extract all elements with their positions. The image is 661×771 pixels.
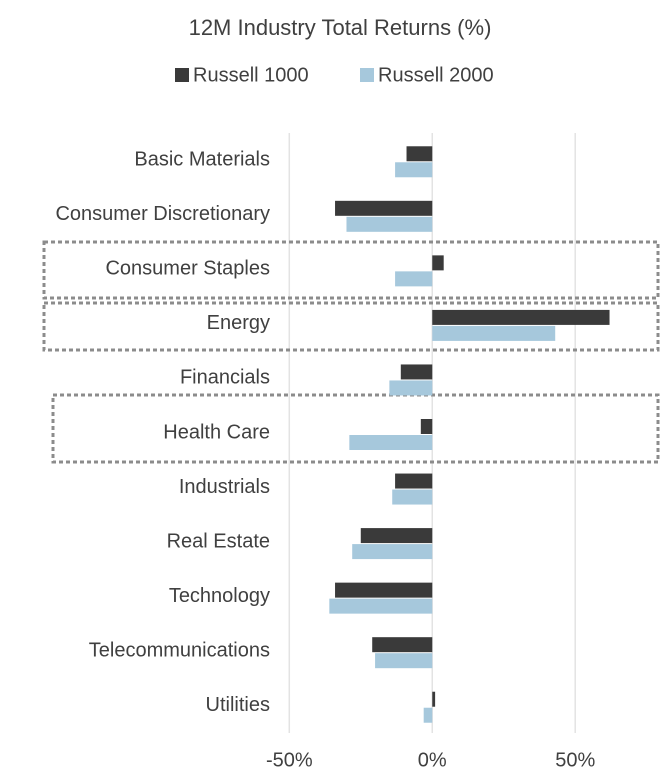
bar	[352, 544, 433, 560]
y-tick-label: Telecommunications	[89, 639, 270, 661]
bar	[372, 637, 433, 653]
bar	[432, 309, 610, 325]
legend-swatch	[175, 68, 189, 82]
bar	[432, 691, 436, 707]
bar	[432, 255, 444, 271]
chart-title: 12M Industry Total Returns (%)	[189, 15, 492, 40]
bar	[423, 707, 433, 723]
y-tick-label: Real Estate	[167, 530, 270, 552]
legend-label: Russell 1000	[193, 64, 309, 86]
y-tick-label: Financials	[180, 367, 270, 389]
bar	[349, 435, 433, 450]
y-tick-label: Consumer Staples	[105, 258, 270, 280]
y-tick-label: Utilities	[206, 694, 270, 716]
y-tick-label: Health Care	[163, 421, 270, 443]
bar	[395, 162, 433, 178]
legend-label: Russell 2000	[378, 64, 494, 86]
x-tick-label: 50%	[555, 749, 595, 771]
bar	[375, 653, 433, 669]
y-tick-label: Industrials	[179, 476, 270, 498]
highlight-box	[42, 301, 660, 352]
bar	[392, 489, 433, 505]
bar	[420, 419, 433, 434]
bar	[346, 216, 433, 232]
bar	[432, 325, 556, 341]
x-tick-label: 0%	[418, 749, 447, 771]
bar	[329, 598, 433, 614]
highlight-box	[51, 393, 660, 464]
bar	[335, 582, 433, 598]
legend-swatch	[360, 68, 374, 82]
y-tick-label: Consumer Discretionary	[55, 203, 270, 225]
highlight-box	[42, 240, 660, 300]
bar	[406, 146, 433, 162]
y-tick-label: Energy	[207, 312, 270, 334]
bar	[395, 271, 433, 287]
bar	[395, 473, 433, 489]
bar	[389, 380, 433, 396]
x-tick-label: -50%	[266, 749, 313, 771]
bar	[335, 200, 433, 216]
y-tick-label: Technology	[169, 585, 270, 607]
bar	[360, 528, 433, 544]
y-tick-label: Basic Materials	[134, 149, 270, 171]
bar	[400, 364, 433, 380]
